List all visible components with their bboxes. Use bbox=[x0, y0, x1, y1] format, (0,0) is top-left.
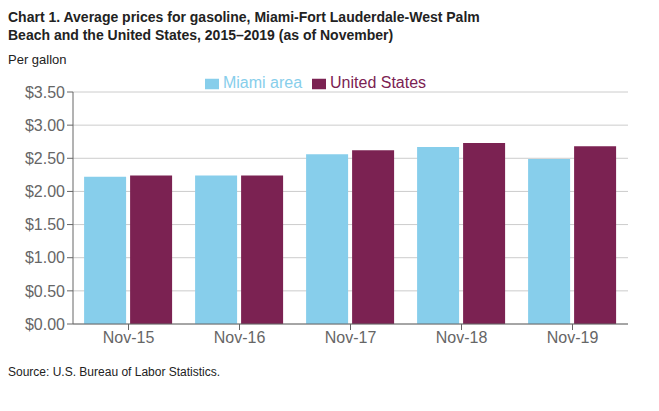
html-text:Beach and the United States, 2: Beach and the United States, 2015–2019 (… bbox=[8, 27, 394, 43]
html-text:Chart 1. Average prices for ga: Chart 1. Average prices for gasoline, Mi… bbox=[8, 9, 480, 25]
html-text:United States: United States bbox=[330, 74, 427, 91]
html-text:Per gallon: Per gallon bbox=[8, 52, 67, 67]
svg-text:Nov-15: Nov-15 bbox=[103, 329, 155, 346]
svg-text:Nov-19: Nov-19 bbox=[547, 329, 599, 346]
svg-text:$2.00: $2.00 bbox=[25, 183, 65, 200]
svg-text:$1.50: $1.50 bbox=[25, 216, 65, 233]
svg-text:Nov-17: Nov-17 bbox=[325, 329, 377, 346]
svg-text:$3.50: $3.50 bbox=[25, 84, 65, 101]
svg-text:$0.00: $0.00 bbox=[25, 316, 65, 333]
svg-text:$1.00: $1.00 bbox=[25, 249, 65, 266]
svg-text:Nov-18: Nov-18 bbox=[436, 329, 488, 346]
svg-text:$0.50: $0.50 bbox=[25, 283, 65, 300]
svg-text:$2.50: $2.50 bbox=[25, 150, 65, 167]
svg-text:Nov-16: Nov-16 bbox=[214, 329, 266, 346]
html-text:Source: U.S. Bureau of Labor S: Source: U.S. Bureau of Labor Statistics. bbox=[8, 365, 221, 379]
html-text:Miami area: Miami area bbox=[222, 74, 302, 91]
svg-text:$3.00: $3.00 bbox=[25, 117, 65, 134]
